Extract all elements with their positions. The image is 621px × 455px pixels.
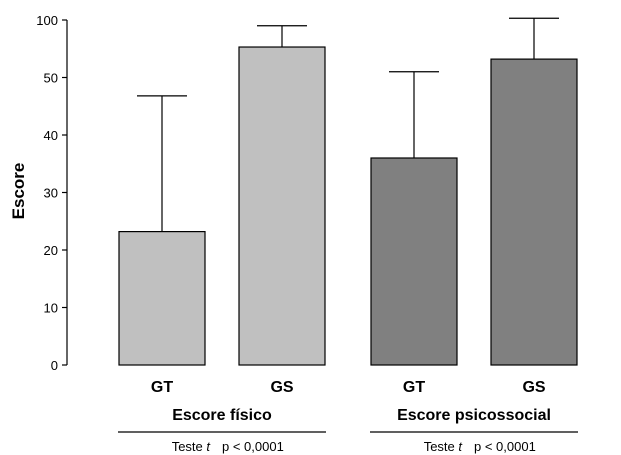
p-value: p < 0,0001 bbox=[474, 439, 536, 454]
y-tick-label: 40 bbox=[44, 128, 58, 143]
y-tick-label: 10 bbox=[44, 301, 58, 316]
bars bbox=[118, 17, 578, 366]
p-value: p < 0,0001 bbox=[222, 439, 284, 454]
category-label: GT bbox=[151, 379, 173, 396]
test-label: Teste t bbox=[172, 439, 212, 454]
test-label: Teste t bbox=[424, 439, 464, 454]
category-label: GT bbox=[403, 379, 425, 396]
test-name: Teste bbox=[424, 439, 459, 454]
group-label: Escore físico bbox=[172, 407, 272, 424]
y-axis-label: Escore bbox=[9, 163, 28, 220]
bar bbox=[370, 157, 458, 366]
bar bbox=[118, 231, 206, 366]
y-tick-label: 100 bbox=[36, 13, 58, 28]
y-axis: 0 10 20 30 40 50 100 bbox=[36, 13, 68, 373]
y-tick-label: 50 bbox=[44, 71, 58, 86]
category-label: GS bbox=[522, 379, 545, 396]
category-label: GS bbox=[270, 379, 293, 396]
bar bbox=[238, 46, 326, 366]
y-tick-label: 30 bbox=[44, 186, 58, 201]
test-symbol: t bbox=[206, 439, 211, 454]
test-name: Teste bbox=[172, 439, 207, 454]
y-tick-label: 20 bbox=[44, 243, 58, 258]
group-label: Escore psicossocial bbox=[397, 407, 551, 424]
category-labels: GT GS Escore físico Teste t p < 0,0001 GT GS Es… bbox=[118, 379, 578, 454]
test-symbol: t bbox=[458, 439, 463, 454]
y-tick-label: 0 bbox=[51, 358, 58, 373]
bar bbox=[490, 58, 578, 366]
